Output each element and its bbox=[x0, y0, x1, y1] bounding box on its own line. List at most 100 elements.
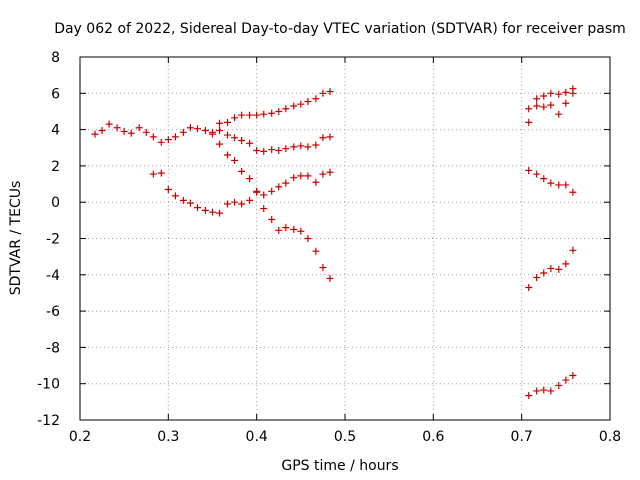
chart-title: Day 062 of 2022, Sidereal Day-to-day VTE… bbox=[54, 21, 626, 37]
data-point bbox=[201, 206, 209, 214]
data-point bbox=[312, 247, 320, 255]
data-point bbox=[216, 209, 224, 217]
x-tick-label: 0.7 bbox=[511, 429, 533, 445]
data-point bbox=[312, 141, 320, 149]
data-point bbox=[525, 284, 533, 292]
data-point bbox=[562, 376, 570, 384]
data-point bbox=[555, 382, 563, 390]
y-tick-label: 8 bbox=[51, 50, 60, 66]
data-point bbox=[525, 391, 533, 399]
data-point bbox=[268, 146, 276, 154]
data-point bbox=[562, 260, 570, 268]
data-point bbox=[569, 372, 577, 380]
data-point bbox=[525, 105, 533, 113]
y-axis-label: SDTVAR / TECUs bbox=[8, 181, 24, 296]
data-point bbox=[562, 88, 570, 96]
data-point bbox=[216, 127, 224, 135]
data-point bbox=[105, 120, 113, 128]
data-point bbox=[304, 235, 312, 242]
data-point bbox=[297, 172, 305, 180]
data-point bbox=[275, 226, 283, 234]
data-point bbox=[533, 387, 541, 395]
data-point bbox=[231, 114, 239, 122]
data-point bbox=[326, 87, 334, 95]
data-point bbox=[290, 102, 298, 110]
x-tick-label: 0.3 bbox=[157, 429, 179, 445]
data-point bbox=[326, 133, 334, 141]
data-point bbox=[120, 127, 128, 135]
data-point bbox=[224, 131, 232, 139]
data-point bbox=[304, 97, 312, 105]
data-point bbox=[569, 89, 577, 97]
data-point bbox=[193, 204, 201, 212]
data-point bbox=[201, 127, 209, 135]
data-point bbox=[525, 118, 533, 126]
data-point bbox=[562, 181, 570, 189]
y-tick-label: 2 bbox=[51, 159, 60, 175]
data-point bbox=[253, 187, 261, 195]
data-point bbox=[231, 134, 239, 142]
data-point bbox=[547, 179, 555, 187]
x-axis-label: GPS time / hours bbox=[281, 458, 398, 474]
data-point bbox=[540, 386, 548, 394]
y-tick-label: -8 bbox=[46, 340, 60, 356]
data-point bbox=[216, 140, 224, 148]
data-point bbox=[282, 145, 290, 153]
data-point bbox=[268, 215, 276, 223]
data-point bbox=[179, 196, 187, 204]
data-point bbox=[253, 146, 261, 154]
data-point bbox=[282, 179, 290, 187]
data-point bbox=[231, 156, 239, 164]
data-point bbox=[275, 183, 283, 191]
data-point bbox=[231, 198, 239, 206]
data-point bbox=[135, 124, 143, 132]
data-point bbox=[98, 127, 106, 135]
data-point bbox=[297, 142, 305, 150]
data-point bbox=[555, 110, 563, 118]
data-point bbox=[547, 89, 555, 97]
series-8 bbox=[525, 246, 577, 292]
data-point bbox=[253, 111, 261, 119]
data-point bbox=[533, 102, 541, 110]
data-point bbox=[260, 110, 268, 118]
data-point bbox=[113, 124, 121, 132]
data-point bbox=[260, 147, 268, 155]
data-point bbox=[157, 138, 165, 146]
data-point bbox=[186, 124, 194, 132]
data-point bbox=[569, 188, 577, 196]
data-point bbox=[157, 169, 165, 177]
data-point bbox=[246, 111, 254, 119]
data-point bbox=[179, 128, 187, 136]
y-tick-label: -10 bbox=[37, 377, 60, 393]
axis-tick-labels: 0.2 0.3 0.4 0.5 0.6 0.7 0.8 -12 -10 -8 -6 -4 -2 0 2 4 6 8 bbox=[37, 50, 621, 445]
data-point bbox=[246, 196, 254, 204]
data-point bbox=[186, 199, 194, 207]
data-point bbox=[290, 225, 298, 233]
y-tick-label: -6 bbox=[46, 304, 60, 320]
data-point bbox=[142, 128, 150, 136]
data-point bbox=[547, 264, 555, 272]
y-tick-label: -12 bbox=[37, 413, 60, 429]
data-point bbox=[312, 95, 320, 103]
data-point bbox=[224, 200, 232, 208]
x-tick-label: 0.5 bbox=[334, 429, 356, 445]
data-point bbox=[319, 264, 327, 272]
y-tick-label: -2 bbox=[46, 232, 60, 248]
data-point bbox=[238, 136, 246, 144]
series-4 bbox=[216, 127, 334, 282]
data-point bbox=[275, 146, 283, 154]
x-tick-label: 0.4 bbox=[246, 429, 268, 445]
data-point bbox=[547, 387, 555, 395]
data-point bbox=[193, 125, 201, 133]
y-tick-label: 6 bbox=[51, 86, 60, 102]
data-point bbox=[171, 133, 179, 141]
y-tick-label: 0 bbox=[51, 195, 60, 211]
data-point bbox=[540, 103, 548, 111]
grid-lines bbox=[79, 56, 611, 421]
data-point bbox=[260, 191, 268, 199]
data-point bbox=[275, 107, 283, 115]
series-6 bbox=[525, 88, 577, 126]
data-point bbox=[540, 269, 548, 277]
data-point bbox=[304, 143, 312, 151]
